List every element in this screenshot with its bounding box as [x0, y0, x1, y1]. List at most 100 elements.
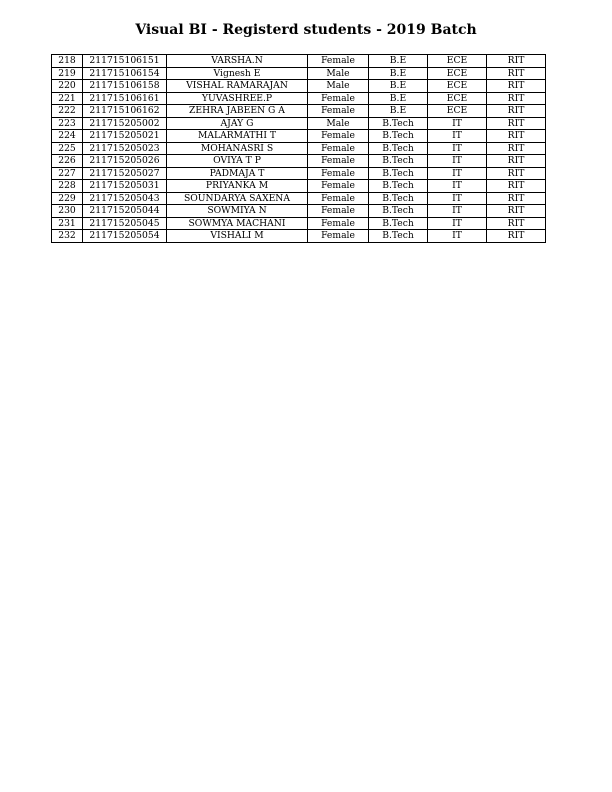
table-row: 229 211715205043 SOUNDARYA SAXENA Female B.T… [51, 191, 546, 205]
table-row: 222 211715106162 ZEHRA JABEEN G A Female B.E… [51, 104, 546, 118]
table-row: 223 211715205002 AJAY G Male B.Tech IT RIT [51, 116, 546, 130]
department-cell: IT [427, 191, 487, 205]
gender-cell: Female [307, 129, 369, 143]
college-cell: RIT [486, 54, 546, 68]
serial-no-cell: 232 [51, 229, 83, 243]
gender-cell: Female [307, 166, 369, 180]
serial-no-cell: 230 [51, 204, 83, 218]
department-cell: IT [427, 229, 487, 243]
degree-cell: B.Tech [368, 129, 428, 143]
student-name-cell: MALARMATHI T [166, 129, 308, 143]
student-name-cell: VISHAL RAMARAJAN [166, 79, 308, 93]
gender-cell: Female [307, 216, 369, 230]
register-no-cell: 211715205002 [82, 116, 167, 130]
degree-cell: B.E [368, 79, 428, 93]
student-name-cell: VARSHA.N [166, 54, 308, 68]
serial-no-cell: 228 [51, 179, 83, 193]
department-cell: ECE [427, 66, 487, 80]
table-row: 227 211715205027 PADMAJA T Female B.Tech IT RI… [51, 166, 546, 180]
serial-no-cell: 221 [51, 91, 83, 105]
department-cell: ECE [427, 104, 487, 118]
degree-cell: B.Tech [368, 116, 428, 130]
department-cell: IT [427, 216, 487, 230]
table-row: 231 211715205045 SOWMYA MACHANI Female B.Tec… [51, 216, 546, 230]
serial-no-cell: 224 [51, 129, 83, 143]
degree-cell: B.Tech [368, 166, 428, 180]
student-name-cell: ZEHRA JABEEN G A [166, 104, 308, 118]
table-row: 221 211715106161 YUVASHREE.P Female B.E ECE RI… [51, 91, 546, 105]
college-cell: RIT [486, 204, 546, 218]
table-row: 228 211715205031 PRIYANKA M Female B.Tech IT R… [51, 179, 546, 193]
student-name-cell: OVIYA T P [166, 154, 308, 168]
degree-cell: B.Tech [368, 216, 428, 230]
department-cell: IT [427, 166, 487, 180]
serial-no-cell: 225 [51, 141, 83, 155]
department-cell: IT [427, 154, 487, 168]
page-title: Visual BI - Registerd students - 2019 Ba… [135, 22, 477, 38]
gender-cell: Male [307, 66, 369, 80]
gender-cell: Female [307, 91, 369, 105]
gender-cell: Male [307, 116, 369, 130]
college-cell: RIT [486, 129, 546, 143]
register-no-cell: 211715106158 [82, 79, 167, 93]
degree-cell: B.Tech [368, 229, 428, 243]
serial-no-cell: 223 [51, 116, 83, 130]
register-no-cell: 211715205021 [82, 129, 167, 143]
degree-cell: B.Tech [368, 154, 428, 168]
college-cell: RIT [486, 179, 546, 193]
table-row: 224 211715205021 MALARMATHI T Female B.Tech I… [51, 129, 546, 143]
college-cell: RIT [486, 229, 546, 243]
table-row: 232 211715205054 VISHALI M Female B.Tech IT RI… [51, 229, 546, 243]
student-name-cell: VISHALI M [166, 229, 308, 243]
gender-cell: Female [307, 191, 369, 205]
table-row: 220 211715106158 VISHAL RAMARAJAN Male B.E EC… [51, 79, 546, 93]
table-row: 219 211715106154 Vignesh E Male B.E ECE RIT [51, 66, 546, 80]
student-name-cell: SOWMYA MACHANI [166, 216, 308, 230]
degree-cell: B.E [368, 104, 428, 118]
student-name-cell: YUVASHREE.P [166, 91, 308, 105]
degree-cell: B.Tech [368, 191, 428, 205]
department-cell: IT [427, 141, 487, 155]
register-no-cell: 211715205044 [82, 204, 167, 218]
register-no-cell: 211715205043 [82, 191, 167, 205]
student-name-cell: PRIYANKA M [166, 179, 308, 193]
college-cell: RIT [486, 216, 546, 230]
college-cell: RIT [486, 141, 546, 155]
register-no-cell: 211715205023 [82, 141, 167, 155]
gender-cell: Male [307, 79, 369, 93]
college-cell: RIT [486, 116, 546, 130]
degree-cell: B.E [368, 66, 428, 80]
gender-cell: Female [307, 141, 369, 155]
register-no-cell: 211715205054 [82, 229, 167, 243]
student-name-cell: Vignesh E [166, 66, 308, 80]
student-name-cell: MOHANASRI S [166, 141, 308, 155]
gender-cell: Female [307, 229, 369, 243]
degree-cell: B.E [368, 91, 428, 105]
college-cell: RIT [486, 166, 546, 180]
table-row: 218 211715106151 VARSHA.N Female B.E ECE RIT [51, 54, 546, 68]
students-table: 218 211715106151 VARSHA.N Female B.E ECE RIT 21… [51, 54, 546, 243]
serial-no-cell: 229 [51, 191, 83, 205]
gender-cell: Female [307, 104, 369, 118]
department-cell: ECE [427, 54, 487, 68]
department-cell: ECE [427, 91, 487, 105]
table-row: 226 211715205026 OVIYA T P Female B.Tech IT RI… [51, 154, 546, 168]
degree-cell: B.E [368, 54, 428, 68]
department-cell: ECE [427, 79, 487, 93]
college-cell: RIT [486, 66, 546, 80]
degree-cell: B.Tech [368, 179, 428, 193]
serial-no-cell: 222 [51, 104, 83, 118]
college-cell: RIT [486, 191, 546, 205]
student-name-cell: SOWMIYA N [166, 204, 308, 218]
serial-no-cell: 226 [51, 154, 83, 168]
gender-cell: Female [307, 54, 369, 68]
serial-no-cell: 219 [51, 66, 83, 80]
register-no-cell: 211715205027 [82, 166, 167, 180]
register-no-cell: 211715106154 [82, 66, 167, 80]
register-no-cell: 211715205031 [82, 179, 167, 193]
degree-cell: B.Tech [368, 204, 428, 218]
college-cell: RIT [486, 79, 546, 93]
department-cell: IT [427, 179, 487, 193]
college-cell: RIT [486, 104, 546, 118]
gender-cell: Female [307, 154, 369, 168]
